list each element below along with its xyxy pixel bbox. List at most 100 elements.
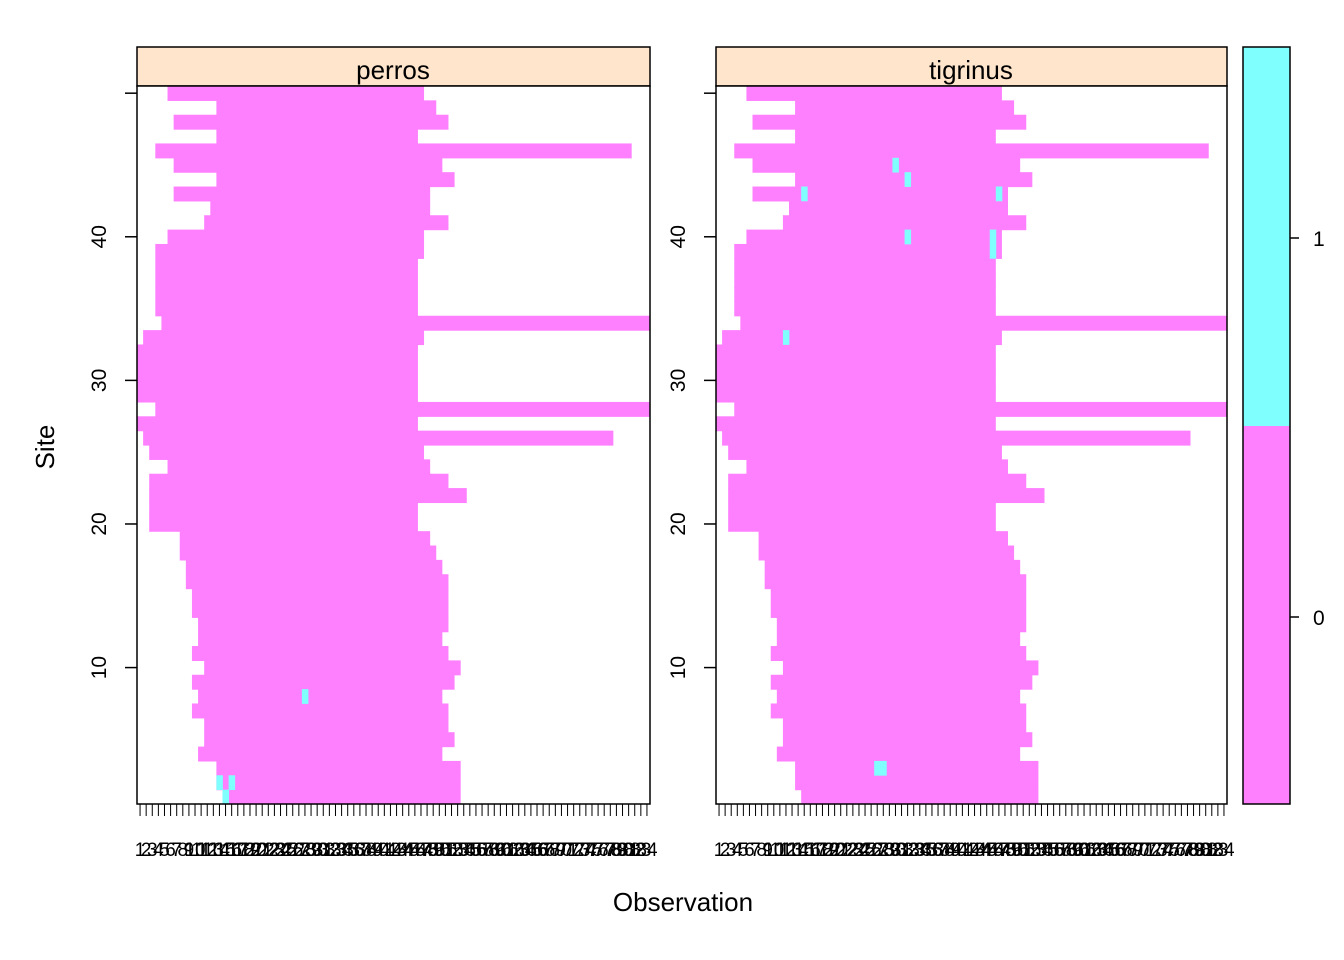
- x-tick-label: 4: [153, 840, 164, 861]
- x-tick-label: 62: [502, 840, 523, 861]
- x-tick-label: 42: [958, 840, 979, 861]
- site-row-cells: [770, 674, 1033, 690]
- x-tick-label: 6: [744, 840, 755, 861]
- x-tick-label: 18: [812, 840, 833, 861]
- x-tick-label: 54: [1031, 840, 1053, 861]
- detection-cell: [801, 186, 808, 202]
- x-tick-label: 75: [581, 840, 602, 861]
- x-tick-label: 19: [239, 840, 260, 861]
- detection-cell: [782, 330, 790, 345]
- x-tick-label: 19: [818, 840, 839, 861]
- x-tick-label: 68: [1116, 840, 1137, 861]
- x-tick-label: 12: [775, 840, 796, 861]
- site-row-cells: [734, 243, 1002, 259]
- site-row-cells: [155, 258, 418, 274]
- x-tick-label: 34: [331, 840, 353, 861]
- site-row-cells: [801, 789, 1039, 805]
- site-row-cells: [728, 473, 1027, 489]
- x-tick-label: 15: [794, 840, 815, 861]
- site-row-cells: [722, 330, 1002, 346]
- x-tick-label: 20: [246, 840, 267, 861]
- x-tick-label: 67: [533, 840, 554, 861]
- x-tick-label: 23: [264, 840, 285, 861]
- y-tick-label: 30: [88, 369, 111, 392]
- site-row-cells: [789, 200, 1008, 216]
- x-tick-label: 55: [1037, 840, 1058, 861]
- site-row-cells: [149, 473, 449, 489]
- x-tick-label: 66: [1104, 840, 1125, 861]
- y-tick-label: 30: [667, 369, 690, 392]
- x-tick-label: 28: [294, 840, 315, 861]
- site-row-cells: [155, 243, 425, 259]
- site-row-cells: [179, 531, 431, 547]
- x-tick-label: 36: [343, 840, 364, 861]
- x-axis-title: Observation: [613, 887, 753, 917]
- x-tick-label: 56: [1043, 840, 1064, 861]
- site-row-cells: [776, 689, 1021, 705]
- color-key-swatch-0: [1243, 426, 1290, 804]
- y-axis-title: Site: [30, 425, 60, 470]
- site-row-cells: [143, 430, 614, 446]
- site-row-cells: [216, 760, 461, 776]
- x-tick-label: 32: [897, 840, 918, 861]
- x-tick-label: 80: [612, 840, 633, 861]
- x-tick-label: 73: [1146, 840, 1167, 861]
- site-row-cells: [149, 488, 467, 504]
- x-tick-label: 82: [1201, 840, 1222, 861]
- x-tick-label: 11: [191, 840, 211, 861]
- x-tick-label: 34: [909, 840, 931, 861]
- x-tick-label: 29: [300, 840, 321, 861]
- site-row-cells: [155, 287, 418, 302]
- x-tick-label: 35: [915, 840, 936, 861]
- x-tick-label: 5: [738, 840, 749, 861]
- x-tick-label: 61: [496, 840, 517, 861]
- x-tick-label: 9: [762, 840, 773, 861]
- x-tick-label: 14: [209, 840, 231, 861]
- detection-cell: [228, 775, 236, 791]
- detection-cell: [222, 789, 230, 805]
- x-tick-label: 36: [921, 840, 942, 861]
- site-row-cells: [764, 559, 1021, 575]
- site-row-cells: [795, 172, 1033, 188]
- x-tick-label: 60: [490, 840, 511, 861]
- site-row-cells: [734, 143, 1209, 159]
- site-row-cells: [210, 200, 431, 216]
- site-row-cells: [776, 631, 1021, 647]
- site-row-cells: [734, 287, 996, 302]
- site-row-cells: [137, 387, 418, 403]
- detection-cell: [301, 689, 309, 704]
- x-tick-label: 27: [867, 840, 888, 861]
- site-row-cells: [198, 689, 443, 705]
- x-tick-label: 42: [380, 840, 401, 861]
- y-tick-label: 20: [88, 512, 111, 535]
- strip-perros: [136, 46, 651, 87]
- site-row-cells: [198, 617, 449, 633]
- site-row-cells: [149, 502, 418, 518]
- x-tick-label: 72: [563, 840, 584, 861]
- x-tick-label: 61: [1073, 840, 1094, 861]
- site-row-cells: [758, 545, 1015, 561]
- plot-frame-perros: [136, 85, 651, 805]
- x-ticks-perros: 1234567891011121314151617181920212223242…: [135, 804, 658, 861]
- site-row-cells: [734, 272, 996, 288]
- site-row-cells: [204, 660, 461, 676]
- x-tick-label: 24: [848, 840, 870, 861]
- site-row-cells: [191, 703, 449, 719]
- site-row-cells: [795, 100, 1015, 116]
- x-tick-label: 11: [770, 840, 790, 861]
- site-row-cells: [155, 301, 418, 317]
- detection-cell: [989, 243, 997, 259]
- color-key-label-0: 0: [1313, 607, 1325, 630]
- x-tick-label: 35: [337, 840, 358, 861]
- x-tick-label: 70: [1128, 840, 1149, 861]
- x-tick-label: 25: [854, 840, 875, 861]
- x-tick-label: 24: [270, 840, 292, 861]
- x-tick-label: 64: [1092, 840, 1114, 861]
- x-tick-label: 44: [392, 840, 414, 861]
- detection-cells-tigrinus: [782, 157, 1003, 776]
- x-tick-label: 63: [508, 840, 529, 861]
- x-tick-label: 10: [184, 840, 205, 861]
- site-row-cells: [137, 344, 418, 360]
